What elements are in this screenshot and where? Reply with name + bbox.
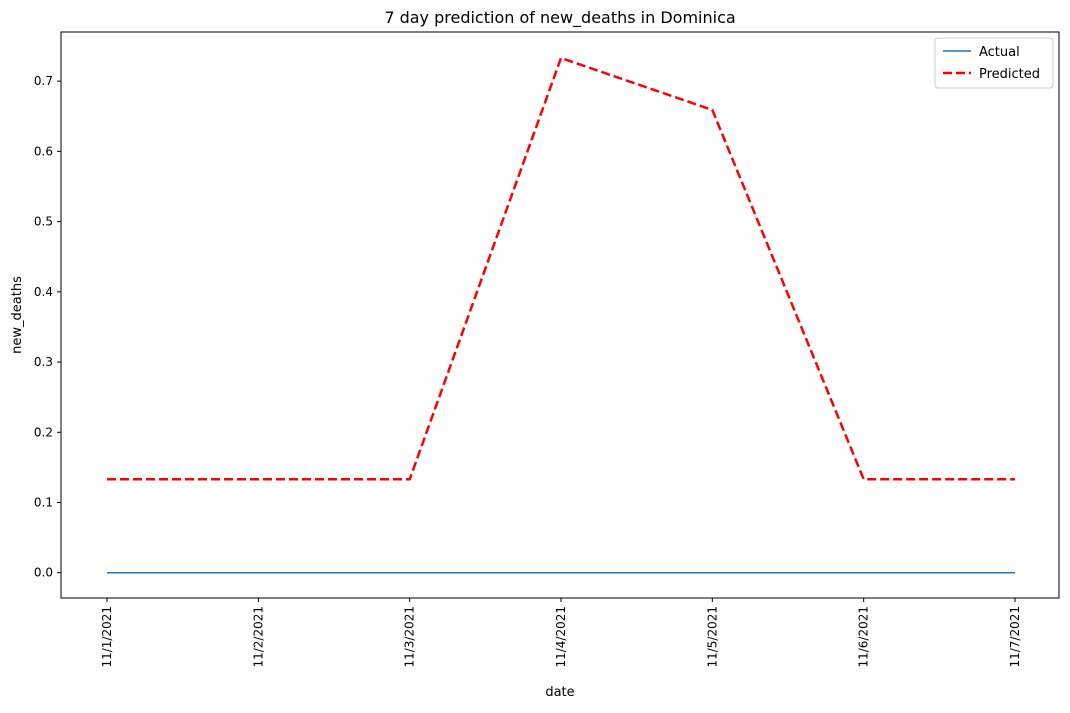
plot-frame	[60, 31, 1060, 599]
x-tick-label: 11/2/2021	[251, 606, 265, 668]
y-tick-label: 0.6	[34, 144, 53, 158]
x-tick-label: 11/3/2021	[403, 606, 417, 668]
legend-label-predicted: Predicted	[979, 67, 1040, 82]
x-tick-label: 11/4/2021	[554, 606, 568, 668]
legend-label-actual: Actual	[979, 45, 1020, 60]
y-axis: 0.0 0.1 0.2 0.3 0.4 0.5 0.6 0.7	[34, 74, 61, 580]
x-tick-label: 11/7/2021	[1008, 606, 1022, 668]
chart-title: 7 day prediction of new_deaths in Domini…	[384, 8, 735, 28]
y-tick-label: 0.0	[34, 566, 53, 580]
y-tick-label: 0.1	[34, 495, 53, 509]
series-layer	[107, 56, 1015, 574]
y-axis-label: new_deaths	[10, 276, 25, 354]
y-tick-label: 0.5	[34, 215, 53, 229]
x-tick-label: 11/1/2021	[100, 606, 114, 668]
x-axis: 11/1/2021 11/2/2021 11/3/2021 11/4/2021 11/5…	[100, 598, 1022, 668]
x-axis-label: date	[545, 685, 574, 700]
x-tick-label: 11/6/2021	[857, 606, 871, 668]
legend: Actual Predicted	[934, 37, 1054, 89]
y-tick-label: 0.3	[34, 355, 53, 369]
y-tick-label: 0.4	[34, 285, 53, 299]
y-tick-label: 0.2	[34, 425, 53, 439]
x-tick-label: 11/5/2021	[705, 606, 719, 668]
y-tick-label: 0.7	[34, 74, 53, 88]
series-line-predicted	[107, 56, 1015, 481]
plot-area	[61, 32, 1059, 598]
